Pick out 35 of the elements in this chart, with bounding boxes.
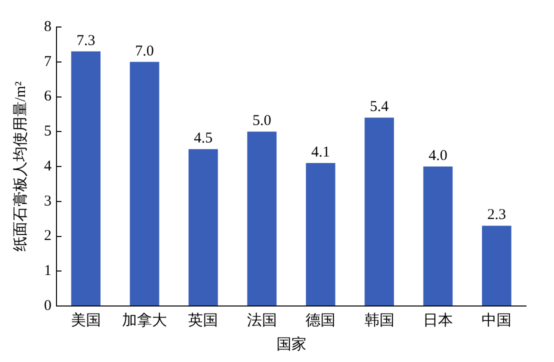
bar bbox=[130, 62, 160, 306]
x-tick-label: 德国 bbox=[306, 312, 336, 329]
data-label: 5.4 bbox=[370, 99, 390, 116]
bar bbox=[364, 118, 394, 306]
bar bbox=[188, 149, 218, 306]
bar bbox=[423, 166, 453, 306]
data-label: 5.0 bbox=[252, 113, 272, 130]
y-tick-label: 4 bbox=[44, 158, 52, 174]
bar bbox=[482, 226, 512, 306]
y-tick-label: 3 bbox=[44, 193, 52, 210]
bar bbox=[306, 163, 336, 306]
bar bbox=[247, 132, 277, 306]
x-axis-title: 国家 bbox=[276, 336, 306, 353]
y-tick-label: 0 bbox=[44, 298, 52, 314]
x-tick-label: 英国 bbox=[188, 312, 218, 329]
x-tick-label: 美国 bbox=[70, 312, 101, 329]
y-tick-label: 7 bbox=[44, 54, 52, 70]
y-tick-label: 2 bbox=[44, 228, 52, 244]
data-label: 4.1 bbox=[311, 144, 330, 160]
x-tick-label: 法国 bbox=[246, 312, 277, 329]
x-tick-label: 韩国 bbox=[364, 312, 394, 329]
x-tick-label: 日本 bbox=[422, 312, 453, 329]
data-label: 4.0 bbox=[428, 148, 448, 164]
x-tick-label: 加拿大 bbox=[122, 312, 168, 329]
y-tick-label: 8 bbox=[44, 18, 52, 35]
data-label: 7.3 bbox=[76, 32, 96, 49]
x-tick-label: 中国 bbox=[482, 312, 512, 329]
y-tick-label: 6 bbox=[44, 88, 52, 105]
data-label: 2.3 bbox=[487, 207, 506, 224]
y-tick-label: 1 bbox=[44, 263, 52, 280]
data-label: 7.0 bbox=[135, 43, 154, 60]
data-label: 4.5 bbox=[194, 130, 213, 146]
y-axis-title: 纸面石膏板人均使用量/m² bbox=[12, 80, 29, 252]
bar bbox=[71, 51, 101, 306]
y-tick-label: 5 bbox=[44, 124, 52, 140]
